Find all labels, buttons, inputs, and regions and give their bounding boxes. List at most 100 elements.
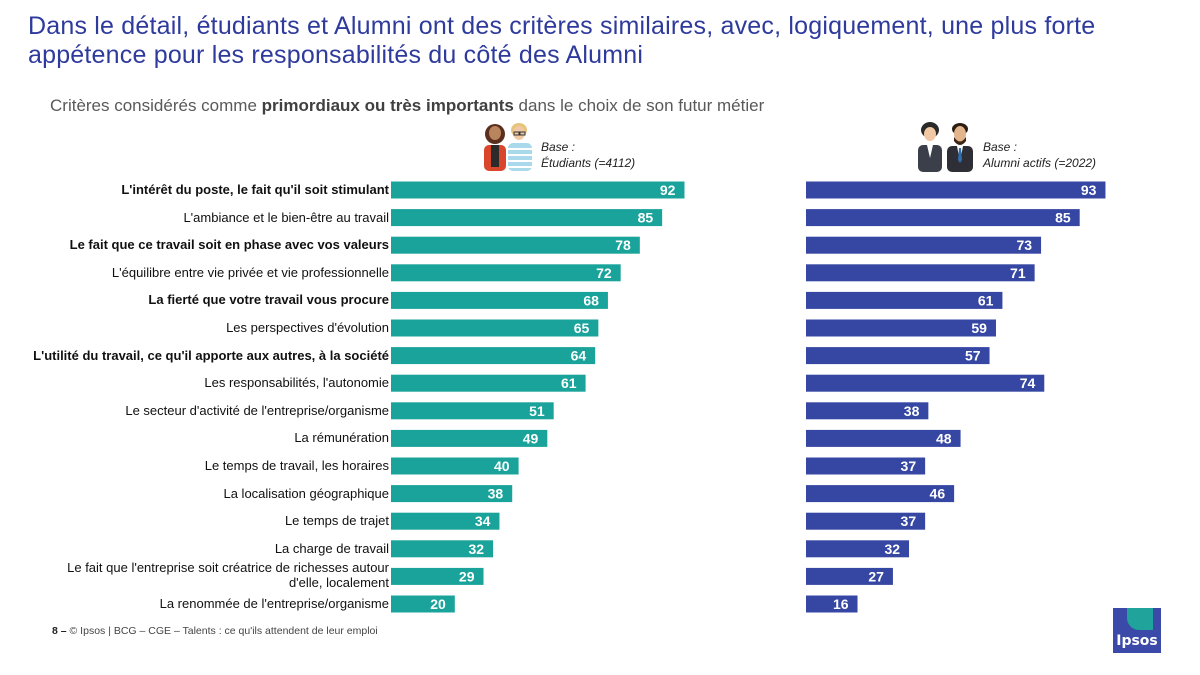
students-bar: [391, 236, 640, 254]
students-value-label: 65: [574, 320, 590, 336]
category-label: L'intérêt du poste, le fait qu'il soit s…: [121, 182, 389, 197]
alumni-value-label: 37: [901, 513, 917, 529]
students-bar: [391, 181, 685, 199]
students-value-label: 68: [583, 292, 599, 308]
students-bar: [391, 374, 586, 392]
category-label: La rémunération: [294, 430, 389, 446]
alumni-bar: [806, 402, 929, 420]
students-value-label: 38: [488, 486, 504, 502]
alumni-value-label: 93: [1081, 182, 1097, 198]
subtitle-bold: primordiaux ou très importants: [261, 96, 514, 115]
students-bar: [391, 209, 663, 227]
students-bar: [391, 319, 599, 337]
students-bar: [391, 595, 455, 613]
students-value-label: 64: [571, 348, 587, 364]
category-label: Le secteur d'activité de l'entreprise/or…: [125, 402, 389, 418]
category-label: La charge de travail: [274, 540, 389, 556]
alumni-value-label: 85: [1055, 210, 1071, 226]
students-value-label: 20: [430, 596, 446, 612]
alumni-base-line1: Base :: [983, 140, 1018, 154]
students-bar: [391, 264, 621, 282]
alumni-value-label: 74: [1020, 375, 1036, 391]
alumni-bar: [806, 595, 858, 613]
footer: 8 – © Ipsos | BCG – CGE – Talents : ce q…: [52, 625, 378, 637]
category-label: L'utilité du travail, ce qu'il apporte a…: [33, 347, 389, 363]
students-value-label: 72: [596, 265, 612, 281]
students-bar: [391, 457, 519, 475]
category-label: L'ambiance et le bien-être au travail: [183, 209, 389, 225]
alumni-value-label: 71: [1010, 265, 1026, 281]
students-bar: [391, 485, 513, 503]
students-value-label: 92: [660, 182, 676, 198]
students-bar: [391, 567, 484, 585]
students-bar: [391, 512, 500, 530]
alumni-bar: [806, 485, 955, 503]
students-value-label: 78: [615, 237, 631, 253]
alumni-bar: [806, 209, 1080, 227]
alumni-base: Base : Alumni actifs (=2022): [983, 139, 1096, 171]
alumni-value-label: 59: [971, 320, 987, 336]
alumni-bar: [806, 567, 893, 585]
alumni-bar: [806, 540, 910, 558]
alumni-value-label: 27: [868, 568, 884, 584]
logo-text: Ipsos: [1116, 633, 1158, 649]
students-bar: [391, 429, 548, 447]
category-label: Les responsabilités, l'autonomie: [204, 375, 389, 391]
alumni-base-line2: Alumni actifs (=2022): [983, 156, 1097, 170]
page-title: Dans le détail, étudiants et Alumni ont …: [28, 12, 1096, 69]
students-value-label: 61: [561, 375, 577, 391]
alumni-bar: [806, 512, 926, 530]
subtitle-pre: Critères considérés comme: [50, 96, 262, 115]
students-bar: [391, 291, 608, 309]
students-value-label: 40: [494, 458, 510, 474]
category-label: Le fait que l'entreprise soit créatrice …: [67, 560, 389, 591]
students-value-label: 32: [469, 541, 485, 557]
alumni-value-label: 57: [965, 348, 981, 364]
alumni-value-label: 38: [904, 403, 920, 419]
alumni-value-label: 48: [936, 430, 952, 446]
category-label: L'équilibre entre vie privée et vie prof…: [111, 264, 389, 280]
students-value-label: 85: [638, 210, 654, 226]
alumni-value-label: 46: [930, 486, 946, 502]
students-base-line1: Base :: [541, 140, 576, 154]
ipsos-logo: Ipsos: [1113, 608, 1161, 653]
students-bar: [391, 347, 596, 365]
chart-subtitle: Critères considérés comme primordiaux ou…: [50, 96, 764, 116]
alumni-bar: [806, 319, 996, 337]
alumni-value-label: 37: [901, 458, 917, 474]
students-value-label: 51: [529, 403, 545, 419]
category-label: Les perspectives d'évolution: [226, 320, 389, 335]
alumni-persona-icon: [918, 122, 973, 172]
students-value-label: 29: [459, 568, 475, 584]
students-persona-icon: [484, 123, 532, 171]
alumni-bar: [806, 374, 1045, 392]
alumni-bar: [806, 181, 1106, 199]
students-value-label: 34: [475, 513, 491, 529]
alumni-value-label: 73: [1016, 237, 1032, 253]
students-bar: [391, 402, 554, 420]
students-base-line2: Étudiants (=4112): [541, 156, 636, 170]
alumni-bar: [806, 264, 1035, 282]
category-label: Le temps de trajet: [284, 513, 389, 529]
category-label: La fierté que votre travail vous procure: [148, 292, 389, 308]
alumni-value-label: 16: [833, 596, 849, 612]
logo-shape: [1127, 608, 1153, 630]
students-base: Base : Étudiants (=4112): [541, 139, 635, 171]
alumni-bar: [806, 347, 990, 365]
page-number: 8 –: [52, 625, 67, 637]
alumni-bar: [806, 429, 961, 447]
alumni-bar: [806, 291, 1003, 309]
category-label: La localisation géographique: [223, 485, 389, 501]
students-value-label: 49: [523, 430, 539, 446]
category-label: La renommée de l'entreprise/organisme: [159, 596, 389, 611]
alumni-value-label: 32: [884, 541, 900, 557]
subtitle-post: dans le choix de son futur métier: [513, 96, 765, 115]
alumni-value-label: 61: [978, 292, 994, 308]
category-label: Le temps de travail, les horaires: [204, 458, 389, 473]
alumni-bar: [806, 236, 1042, 254]
alumni-bar: [806, 457, 926, 475]
category-label: Le fait que ce travail soit en phase ave…: [69, 237, 389, 253]
footer-text: © Ipsos | BCG – CGE – Talents : ce qu'il…: [69, 625, 378, 637]
students-bar: [391, 540, 494, 558]
